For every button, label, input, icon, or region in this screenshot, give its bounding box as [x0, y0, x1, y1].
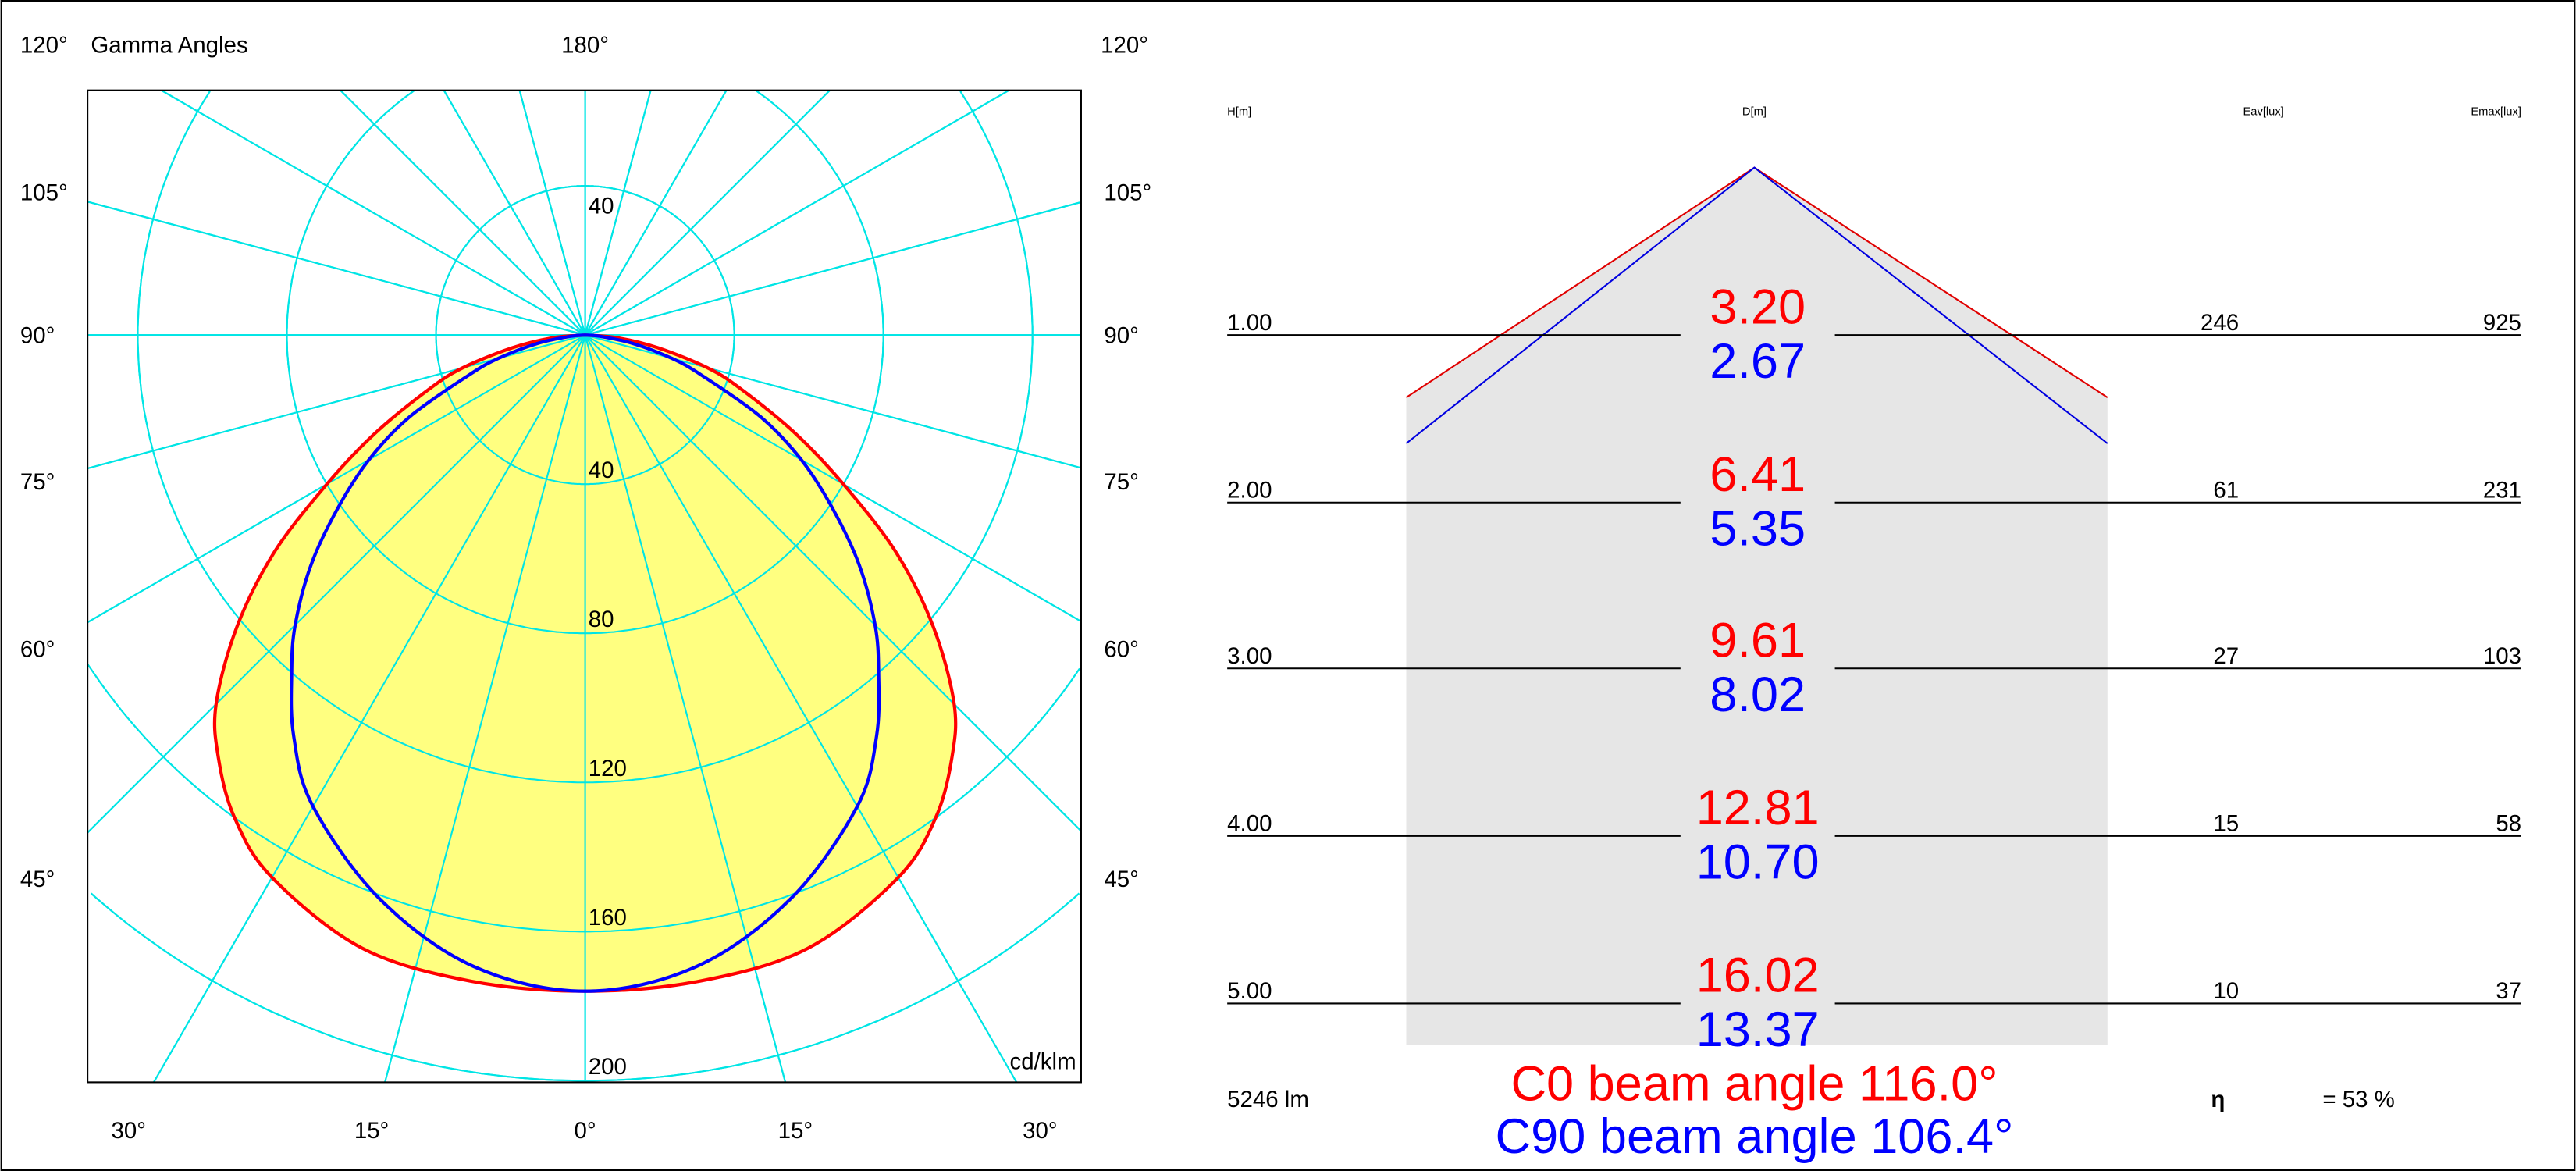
angle-label-bottom: 15°	[778, 1118, 813, 1144]
radial-tick-label: 160	[589, 905, 627, 931]
grid-radial-line	[384, 334, 586, 1083]
angle-label-bottom: 30°	[111, 1118, 146, 1144]
eav-value: 27	[2213, 643, 2239, 669]
height-value: 3.00	[1227, 643, 1272, 669]
grid-radial-line	[340, 89, 586, 336]
grid-radial-line	[87, 334, 586, 834]
grid-radial-line	[584, 334, 1018, 1083]
header-eav: Eav[lux]	[2243, 105, 2283, 118]
table-row: 1.00 246 925 3.202.67	[1227, 279, 2521, 389]
grid-circle	[87, 664, 1080, 933]
eav-value: 15	[2213, 811, 2239, 837]
grid-radial-line	[87, 334, 586, 624]
grid-radial-line	[585, 89, 1010, 336]
header-d: D[m]	[1742, 105, 1767, 118]
radial-tick-label: 40	[589, 457, 614, 483]
c0-diameter: 3.20	[1710, 279, 1806, 334]
angle-label-right: 90°	[1104, 323, 1139, 349]
grid-circle	[137, 91, 1034, 784]
c0-diameter: 6.41	[1710, 447, 1806, 502]
emax-value: 58	[2496, 811, 2521, 837]
height-value: 2.00	[1227, 477, 1272, 503]
plot-frame	[87, 89, 1082, 1084]
angle-label-right: 75°	[1104, 469, 1139, 495]
table-row: 2.00 61 231 6.415.35	[1227, 447, 2521, 556]
c90-diameter: 8.02	[1710, 667, 1806, 722]
grid-radial-line	[518, 90, 586, 336]
grid-radial-line	[584, 334, 787, 1083]
c0-diameter: 12.81	[1696, 781, 1820, 835]
radial-tick-label: 120	[589, 756, 627, 781]
radial-tick-label-upper: 40	[589, 193, 614, 219]
grid-radial-line	[153, 334, 586, 1083]
eav-value: 246	[2201, 310, 2239, 336]
angle-label-right: 105°	[1104, 180, 1151, 206]
eta-symbol: η	[2211, 1087, 2225, 1112]
c90-diameter: 2.67	[1710, 334, 1806, 389]
polar-diagram: 40 40 80 120 160 200 120° Gamma Angles 180° 1…	[20, 32, 1151, 1144]
header-emax: Emax[lux]	[2471, 105, 2521, 118]
grid-radial-line	[585, 334, 1082, 622]
angle-label-left: 60°	[20, 637, 55, 663]
angle-label-120-right: 120°	[1101, 32, 1148, 58]
grid-radial-line	[584, 334, 1082, 832]
illuminance-cone-table: H[m] D[m] Eav[lux] Emax[lux] 1.00 246 925 3…	[1227, 105, 2521, 1164]
grid-circle	[756, 90, 884, 336]
unit-label: cd/klm	[1010, 1049, 1076, 1075]
grid-radial-line	[584, 89, 831, 336]
c0-diameter: 9.61	[1710, 614, 1806, 668]
eav-value: 61	[2213, 477, 2239, 503]
emax-value: 37	[2496, 978, 2521, 1004]
grid-circle	[286, 90, 884, 635]
grid-radial-line	[584, 90, 652, 336]
angle-label-left: 75°	[20, 469, 55, 495]
height-value: 5.00	[1227, 978, 1272, 1004]
eta-value: = 53 %	[2322, 1087, 2394, 1112]
polar-grid-overlay	[87, 89, 1082, 1083]
emax-value: 925	[2483, 310, 2521, 336]
grid-radial-line	[584, 90, 728, 336]
angle-label-right: 60°	[1104, 637, 1139, 663]
angle-label-right: 45°	[1104, 867, 1139, 892]
height-value: 1.00	[1227, 310, 1272, 336]
angle-label-left: 90°	[20, 323, 55, 349]
cone-area	[1406, 167, 2108, 1045]
grid-radial-line	[87, 201, 585, 336]
radial-tick-label: 200	[589, 1054, 627, 1080]
header-h: H[m]	[1227, 105, 1251, 118]
luminous-flux: 5246 lm	[1227, 1087, 1309, 1112]
angle-label-bottom: 15°	[354, 1118, 390, 1144]
eav-value: 10	[2213, 978, 2239, 1004]
c90-diameter: 13.37	[1696, 1002, 1820, 1057]
height-value: 4.00	[1227, 811, 1272, 837]
angle-label-bottom: 0°	[575, 1118, 596, 1144]
grid-radial-line	[443, 90, 586, 336]
grid-radial-line	[161, 89, 586, 336]
emax-value: 231	[2483, 477, 2521, 503]
c90-cone-line	[1405, 166, 2108, 444]
c0-beam-angle: C0 beam angle 116.0°	[1510, 1057, 1998, 1112]
angle-label-180: 180°	[561, 32, 609, 58]
angle-label-120-left: 120°	[20, 32, 68, 58]
grid-circle	[959, 91, 1034, 336]
chart-title: Gamma Angles	[91, 32, 247, 58]
c90-diameter: 10.70	[1696, 835, 1820, 890]
angle-label-left: 105°	[20, 180, 68, 206]
angle-label-bottom: 30°	[1023, 1118, 1058, 1144]
c90-curve	[289, 333, 881, 993]
c90-beam-angle: C90 beam angle 106.4°	[1496, 1109, 2014, 1164]
c90-diameter: 5.35	[1710, 501, 1806, 556]
angle-label-left: 45°	[20, 867, 55, 892]
emax-value: 103	[2483, 643, 2521, 669]
grid-radial-line	[585, 201, 1082, 336]
c0-diameter: 16.02	[1696, 949, 1820, 1003]
table-row: 3.00 27 103 9.618.02	[1227, 614, 2521, 722]
radial-tick-label: 80	[589, 607, 614, 632]
